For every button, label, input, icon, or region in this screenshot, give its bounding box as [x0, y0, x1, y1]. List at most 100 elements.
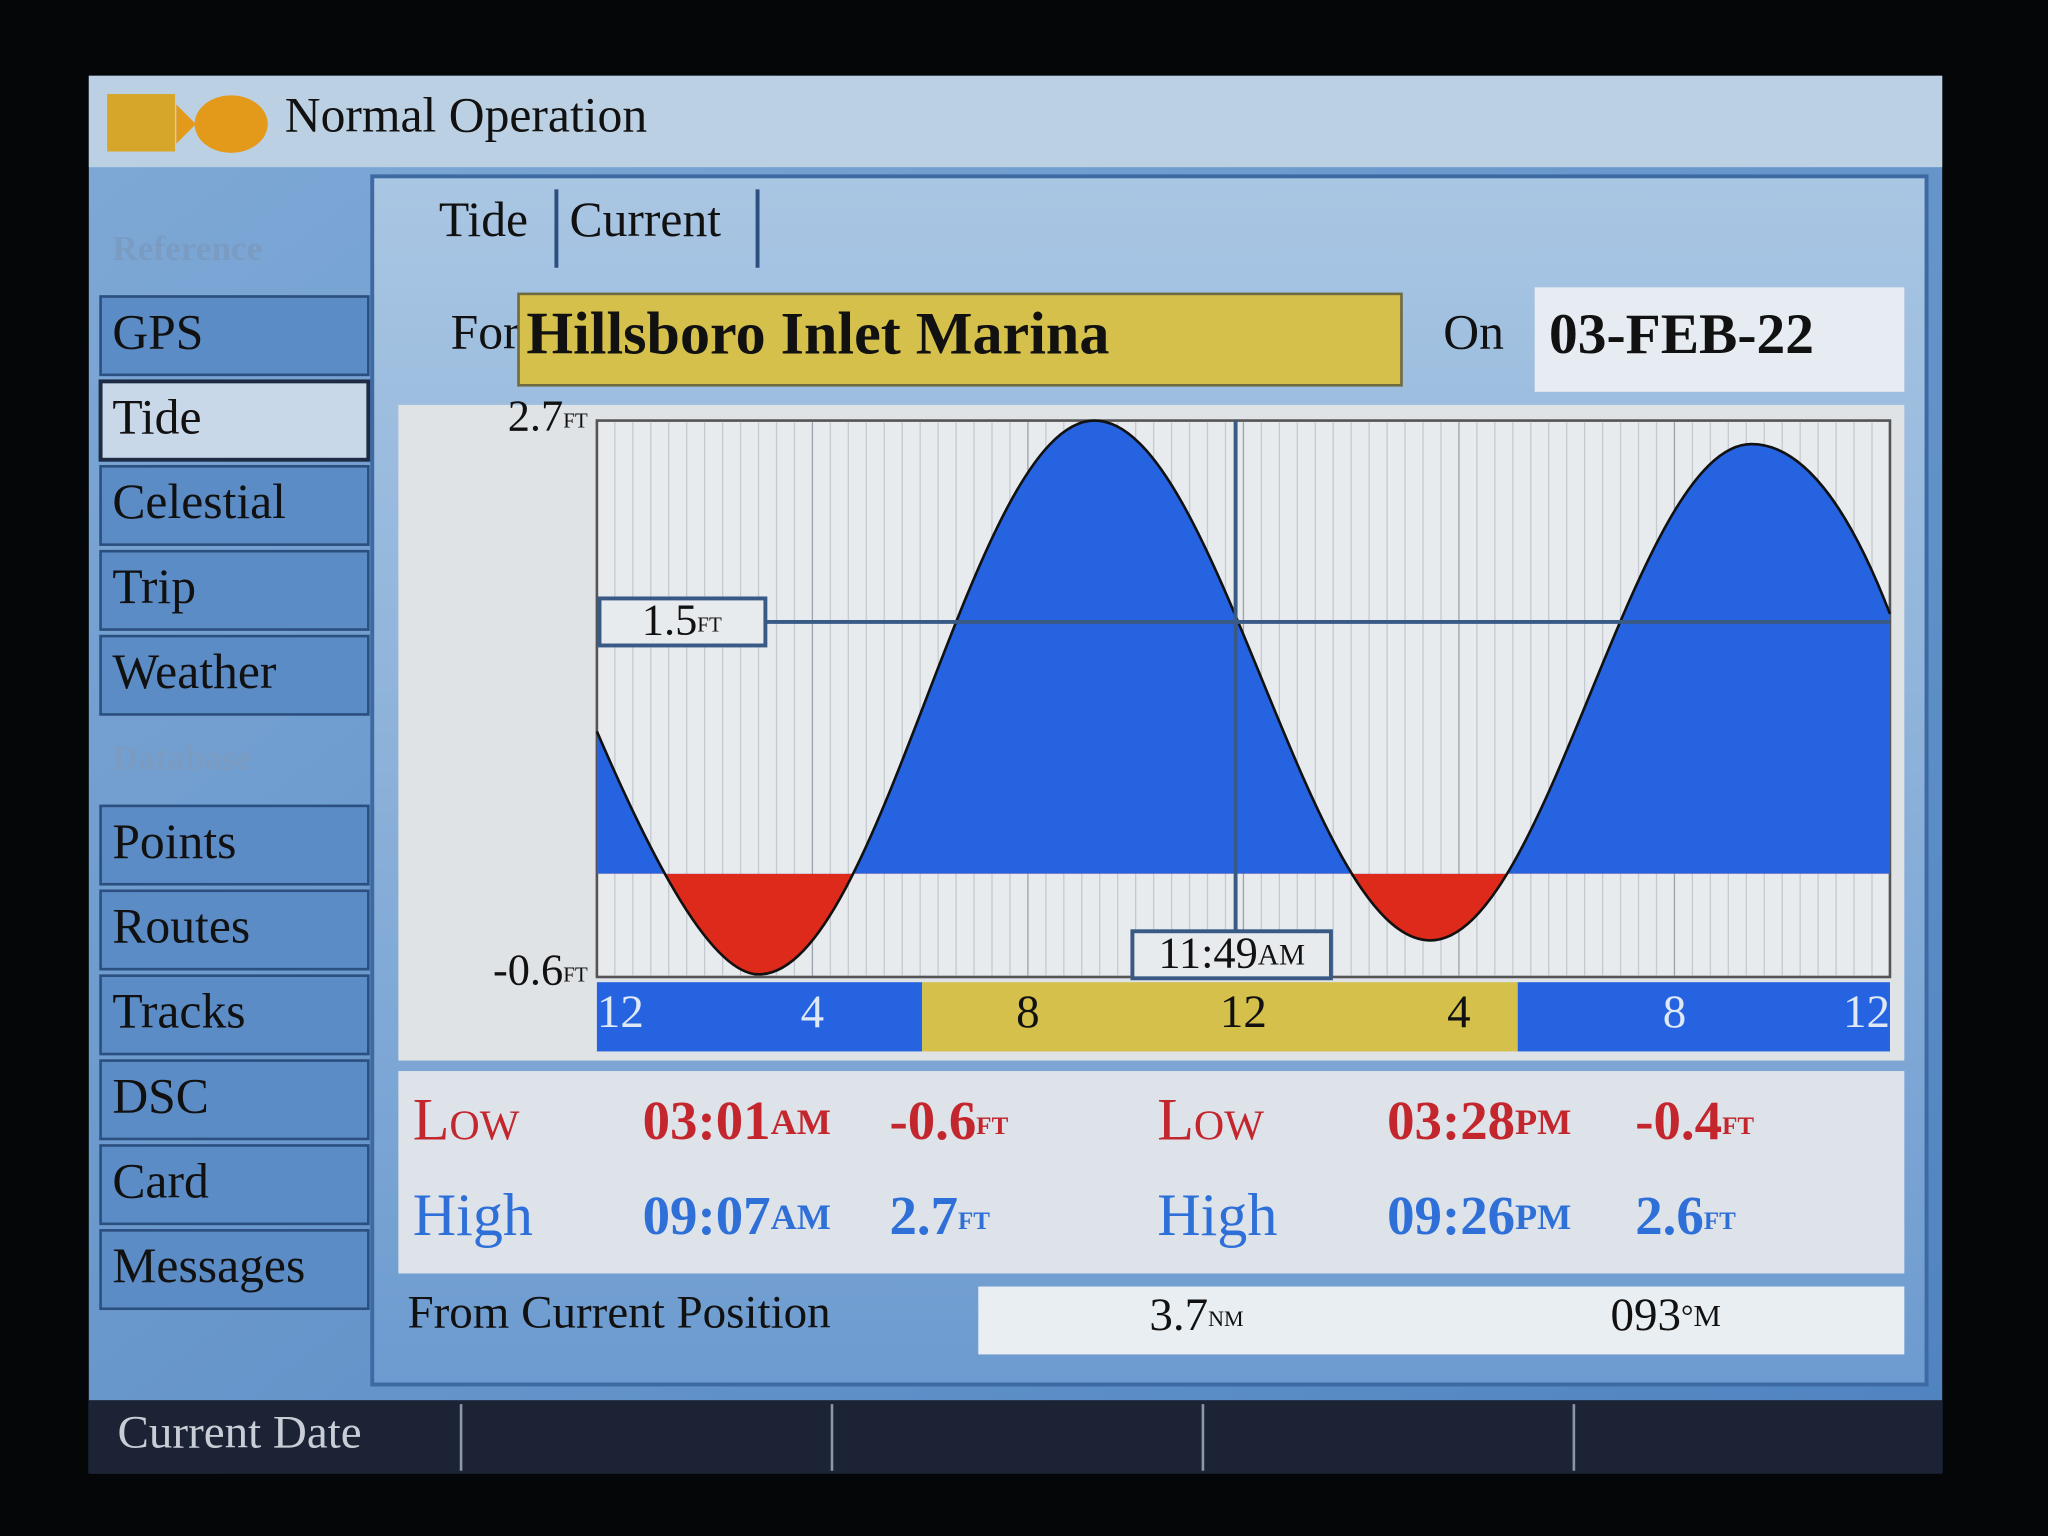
tide-high-area [596, 420, 1890, 874]
tide-height: -0.4ft [1635, 1089, 1754, 1150]
value: 1.5 [642, 595, 698, 645]
cursor-box[interactable] [1130, 929, 1333, 981]
day-band [922, 982, 1518, 1052]
tide-type: Low [413, 1086, 520, 1153]
softkeys: Current Date [118, 1404, 1576, 1471]
station-box[interactable] [517, 292, 1403, 387]
reference-box[interactable] [597, 596, 768, 648]
menu-item-label: Routes [112, 899, 250, 954]
tide-type: High [413, 1181, 533, 1248]
hour-label: 12 [597, 986, 644, 1038]
height: -0.6 [889, 1089, 976, 1150]
menu-item[interactable] [98, 379, 371, 462]
menu-item[interactable] [99, 1144, 370, 1226]
header-title: Normal Operation [285, 88, 648, 143]
menu-item[interactable] [99, 889, 370, 971]
unit: ft [697, 606, 722, 638]
fish-tail [176, 104, 196, 144]
suffix: AM [771, 1102, 831, 1142]
tabs: Tide Current [439, 189, 760, 268]
tide-type: Low [1157, 1086, 1264, 1153]
menu-item-label: DSC [112, 1068, 209, 1123]
height: 2.7 [889, 1185, 958, 1246]
menu-item-label: Celestial [112, 474, 286, 529]
tide-type: High [1157, 1181, 1277, 1248]
position-box [978, 1286, 1905, 1355]
menu-item[interactable] [99, 1059, 370, 1141]
night-band [596, 982, 923, 1052]
unit: ft [958, 1198, 990, 1238]
tide-table [398, 1071, 1905, 1274]
hour-label: 8 [1663, 986, 1687, 1038]
menu-item-label: Tide [112, 389, 201, 444]
menu-item-label: Tracks [112, 984, 245, 1039]
date: 03-FEB-22 [1549, 303, 1814, 366]
hour-label: 4 [1447, 986, 1471, 1038]
menu-item[interactable] [99, 804, 370, 886]
tide-time: 03:01AM [643, 1089, 831, 1150]
time: 03:28 [1387, 1089, 1515, 1150]
unit: ft [563, 956, 588, 988]
menu-item-label: Weather [112, 644, 277, 699]
tide-time: 09:26PM [1387, 1185, 1571, 1246]
menu-item[interactable] [99, 974, 370, 1056]
on-label: On [1443, 304, 1504, 359]
unit: ft [976, 1102, 1008, 1142]
menu-item[interactable] [99, 1229, 370, 1311]
menu-item[interactable] [99, 549, 370, 631]
suffix: AM [771, 1198, 831, 1238]
tide-time: 09:07AM [643, 1185, 831, 1246]
menu-item-label: GPS [112, 304, 203, 359]
fish-icon [194, 95, 268, 153]
tide-time: 03:28PM [1387, 1089, 1571, 1150]
header-icon [107, 94, 176, 152]
tab[interactable]: Current [569, 192, 721, 247]
tide-low-area [596, 873, 1890, 975]
menu-item-label: Trip [112, 559, 196, 614]
menu-item[interactable] [99, 464, 370, 546]
height: 2.6 [1635, 1185, 1704, 1246]
suffix: PM [1515, 1198, 1571, 1238]
menu-item-label: Card [112, 1153, 209, 1208]
tide-curve [595, 419, 1892, 976]
unit: ft [1704, 1198, 1736, 1238]
hour-label: 8 [1016, 986, 1040, 1038]
tide-height: 2.7ft [889, 1185, 990, 1246]
hour-labels: 12 4 8 12 4 8 12 [597, 986, 1890, 1038]
tab[interactable]: Tide [439, 192, 528, 247]
hour-label: 12 [1220, 986, 1267, 1038]
softkey[interactable]: Current Date [118, 1407, 362, 1459]
reference-label: 1.5ft [642, 595, 722, 645]
menu-item[interactable] [99, 295, 370, 377]
y-min-label: -0.6ft [493, 945, 588, 995]
tide-height: 2.6ft [1635, 1185, 1736, 1246]
hour-label: 12 [1843, 986, 1890, 1038]
section-heading: Database [112, 739, 251, 778]
bearing: 093°M [1610, 1289, 1721, 1341]
sidebar: Reference GPS Tide Celestial Trip Weather Data… [98, 229, 371, 1311]
value: 2.7 [508, 391, 564, 441]
cursor-time: 11:49AM [1158, 928, 1305, 978]
hour-label: 4 [801, 986, 825, 1038]
menu-item[interactable] [99, 634, 370, 716]
value: -0.6 [493, 945, 563, 995]
menu-item-label: Points [112, 814, 236, 869]
date-box[interactable] [1534, 287, 1905, 392]
time: 09:07 [643, 1185, 771, 1246]
tide-height: -0.6ft [889, 1089, 1008, 1150]
height: -0.4 [1635, 1089, 1722, 1150]
position-label: From Current Position [408, 1286, 831, 1338]
time: 03:01 [643, 1089, 771, 1150]
y-max-label: 2.7ft [508, 391, 588, 441]
for-label: For [451, 304, 520, 359]
softkey-bar [88, 1400, 1943, 1474]
suffix: PM [1515, 1102, 1571, 1142]
menu-item-label: Messages [112, 1238, 305, 1293]
station-name: Hillsboro Inlet Marina [526, 299, 1109, 366]
section-heading: Reference [112, 229, 262, 268]
night-band [1517, 982, 1890, 1052]
